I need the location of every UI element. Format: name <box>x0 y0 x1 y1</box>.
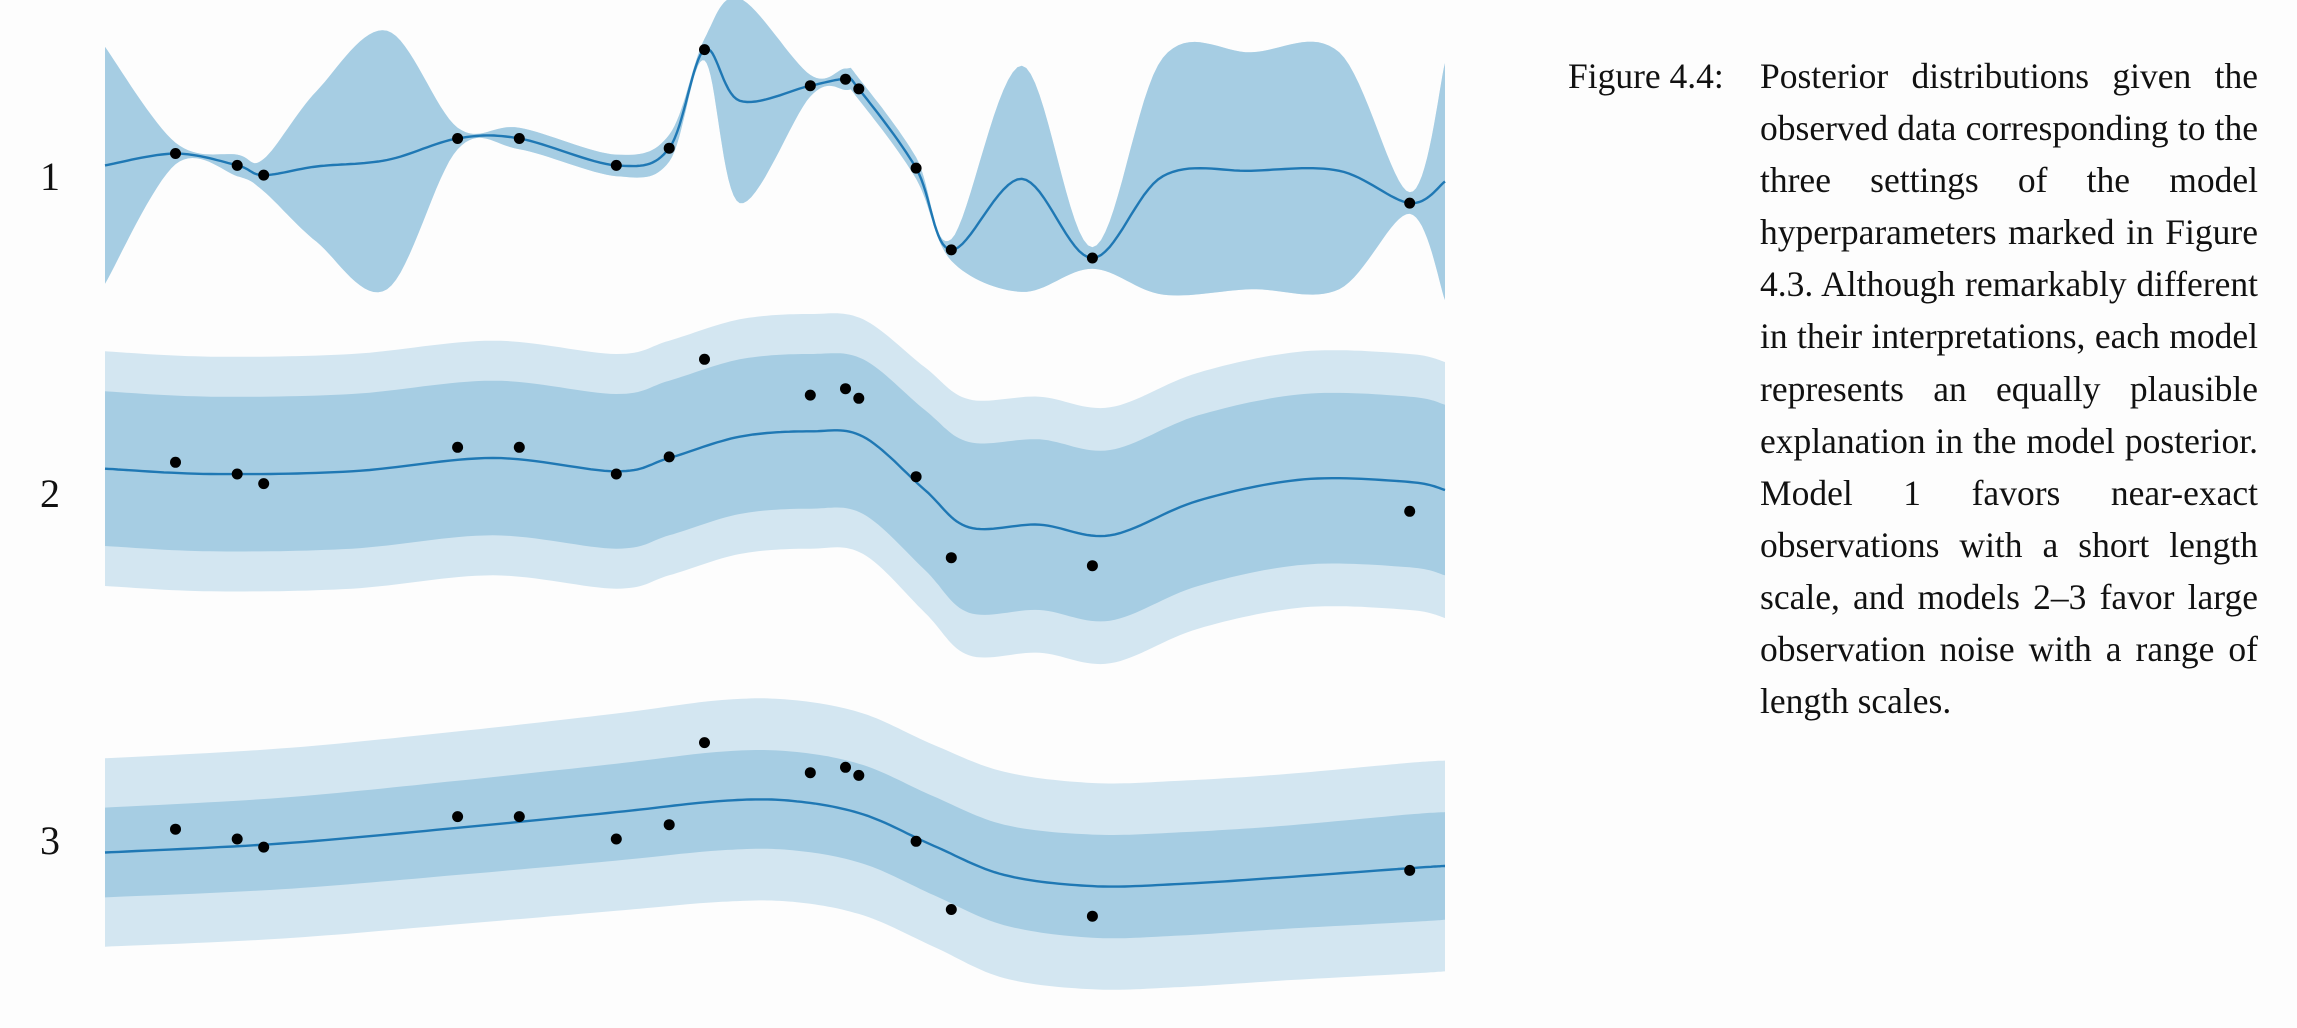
observation-point <box>258 841 270 853</box>
observation-point <box>840 383 851 395</box>
observation-point <box>513 811 525 823</box>
figure-caption: Figure 4.4: Posterior distributions give… <box>1568 50 2258 727</box>
observation-point <box>699 737 710 749</box>
observation-point <box>170 456 181 468</box>
observation-point <box>853 769 865 781</box>
observation-point <box>231 833 243 845</box>
observation-point <box>663 451 675 463</box>
posterior-mean-line <box>104 47 1446 260</box>
observation-point <box>910 471 922 483</box>
panel-label: 1 <box>40 154 60 199</box>
observation-point <box>840 761 851 773</box>
observation-point <box>853 83 865 95</box>
inner-credible-band <box>105 0 1445 300</box>
caption-label: Figure 4.4: <box>1568 56 1724 96</box>
panel-label: 2 <box>40 471 60 516</box>
observation-point <box>699 353 710 365</box>
observation-point <box>258 169 270 181</box>
observation-point <box>1404 864 1416 876</box>
observation-point <box>1086 252 1098 264</box>
observation-point <box>258 478 270 490</box>
observation-point <box>1404 197 1416 209</box>
observation-point <box>663 142 675 154</box>
posterior-mean-line <box>104 429 1446 538</box>
observation-point <box>804 389 816 401</box>
observation-point <box>945 904 957 915</box>
inner-credible-band <box>105 750 1445 939</box>
observation-point <box>610 468 622 480</box>
panel-2: 2 <box>40 313 1446 665</box>
observation-point <box>840 73 851 85</box>
caption-text: Posterior distributions given the observ… <box>1760 56 2258 722</box>
observation-point <box>910 162 922 174</box>
observation-point <box>610 833 622 845</box>
observation-point <box>945 552 957 564</box>
observation-point <box>804 80 816 92</box>
observation-point <box>1086 560 1098 572</box>
observation-point <box>910 835 922 847</box>
observation-point <box>452 441 464 453</box>
observation-point <box>853 392 865 404</box>
panel-1: 1 <box>40 0 1446 300</box>
observation-point <box>231 159 243 171</box>
observation-point <box>1086 910 1098 922</box>
observation-point <box>804 767 816 779</box>
observation-point <box>170 148 181 159</box>
observation-point <box>945 244 957 256</box>
observation-point <box>231 468 243 480</box>
panel-label: 3 <box>40 818 60 863</box>
observation-point <box>513 133 525 144</box>
observation-point <box>170 823 181 835</box>
inner-credible-band <box>105 353 1445 622</box>
observation-point <box>610 159 622 171</box>
observation-point <box>663 819 675 831</box>
observation-point <box>513 441 525 453</box>
posterior-mean-line <box>104 798 1445 888</box>
observation-point <box>452 811 464 823</box>
observation-point <box>699 44 710 56</box>
observation-point <box>1404 505 1416 517</box>
observation-point <box>452 133 464 144</box>
panel-3: 3 <box>40 698 1445 990</box>
